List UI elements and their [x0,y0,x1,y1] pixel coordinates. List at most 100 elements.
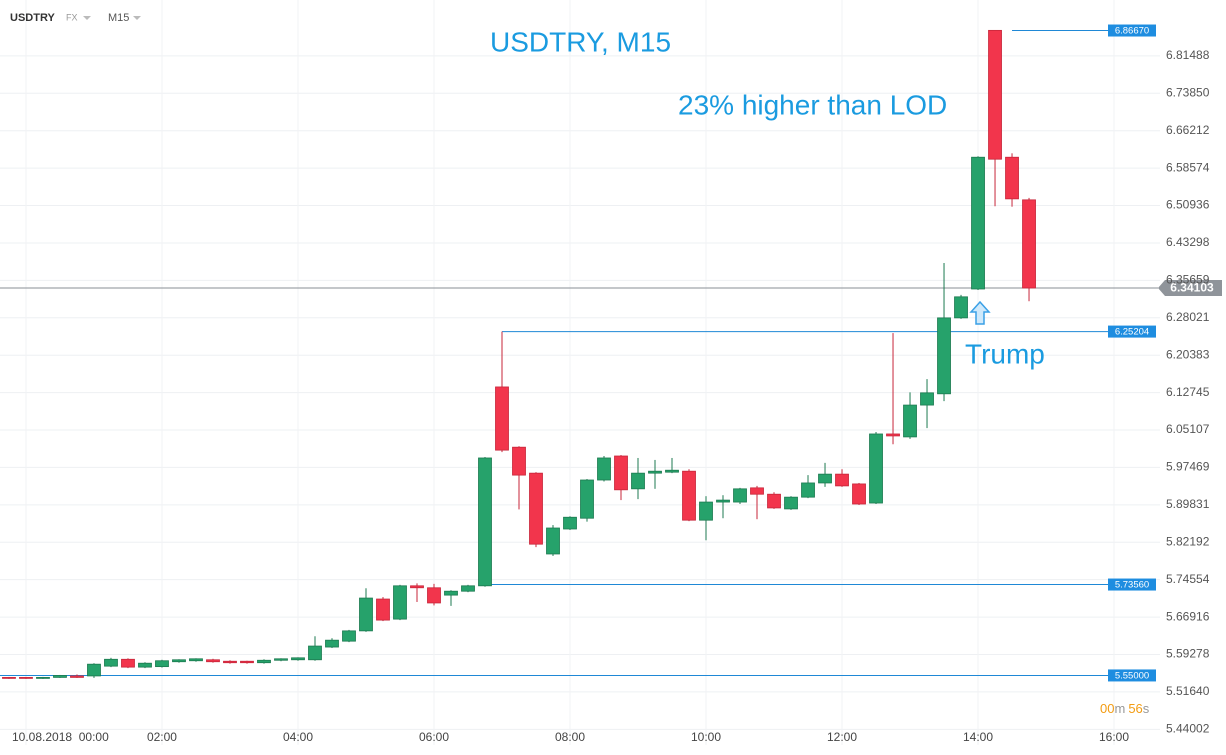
candle-body [291,657,305,661]
candle-body [784,496,798,510]
candle-body [308,645,322,661]
grid [0,0,1160,745]
candle-body [563,516,577,530]
candle-body [682,470,696,521]
y-tick-label: 6.66212 [1166,123,1210,137]
level-label-box [1108,24,1156,37]
candle-body [665,469,679,473]
y-tick-label: 5.89831 [1166,497,1210,511]
y-tick-label: 5.82192 [1166,534,1210,548]
candle-body [155,660,169,668]
countdown-unit: m [1114,701,1125,716]
candle-body [580,479,594,519]
x-tick-label: 12:00 [827,730,857,744]
y-tick-label: 6.28021 [1166,310,1210,324]
candle-body [444,590,458,596]
countdown-seconds: 56 [1128,701,1142,716]
annotation: Trump [965,338,1045,369]
candle-body [716,499,730,503]
annotation: 23% higher than LOD [678,89,947,120]
countdown: 00m 56s [1100,701,1150,716]
y-tick-label: 6.05107 [1166,422,1210,436]
candle-body [852,483,866,505]
y-tick-label: 6.20383 [1166,347,1210,361]
chart-title: USDTRY, M15 [490,26,671,57]
candle-body [274,658,288,661]
y-tick-label: 6.73850 [1166,85,1210,99]
candle-body [138,662,152,668]
candle-body [818,473,832,484]
x-tick-label: 10.08.2018 00:00 [12,730,109,744]
candle-body [410,585,424,589]
y-tick-label: 6.35659 [1166,273,1210,287]
dropdown-icon[interactable] [83,16,91,20]
x-tick-label: 14:00 [963,730,993,744]
candle-body [19,677,33,679]
candle-body [937,317,951,395]
current-price-label: 6.34103 [1170,281,1214,295]
axis: 6.81488 6.73850 6.66212 6.58574 6.50936 6.432… [12,48,1210,744]
market: FX [66,12,78,22]
candle-body [376,598,390,621]
dropdown-icon[interactable] [133,16,141,20]
candle-body [886,433,900,437]
timeframe[interactable]: M15 [108,12,129,24]
candle-body [869,433,883,504]
x-tick-label: 16:00 [1099,730,1129,744]
y-tick-label: 5.44002 [1166,721,1210,735]
candle-body [614,455,628,491]
candle-body [648,470,662,474]
candle-body [325,639,339,648]
levels: 6.86670 6.25204 5.73560 5.55000 6.34103 [0,24,1222,682]
x-tick-label: 02:00 [147,730,177,744]
candle-body [529,472,543,545]
candle-body [920,392,934,406]
countdown-minutes: 00 [1100,701,1114,716]
level-label: 6.86670 [1115,26,1149,37]
countdown-unit: s [1143,701,1150,716]
candle-body [835,473,849,487]
current-price-box [1158,279,1222,296]
candle-body [988,29,1002,160]
y-tick-label: 5.66916 [1166,609,1210,623]
candle-body [70,675,84,678]
candle-body [240,660,254,664]
candle-body [53,675,67,678]
level-label-box [1108,669,1156,682]
candle-body [597,457,611,481]
candle-body [767,493,781,509]
y-tick-label: 5.51640 [1166,684,1210,698]
candle-body [801,482,815,498]
y-tick-label: 5.74554 [1166,572,1210,586]
y-tick-label: 6.50936 [1166,198,1210,212]
candle-body [427,587,441,604]
candles [2,29,1036,679]
candle-body [223,660,237,664]
y-tick-label: 5.97469 [1166,460,1210,474]
y-tick-label: 6.43298 [1166,235,1210,249]
candle-body [699,501,713,521]
x-tick-label: 06:00 [419,730,449,744]
candle-body [971,156,985,290]
candle-body [954,296,968,319]
level-label: 6.25204 [1115,327,1149,338]
candle-body [733,488,747,503]
candle-body [87,663,101,677]
candle-body [750,487,764,495]
candle-body [1022,199,1036,289]
candle-body [189,658,203,662]
x-tick-label: 08:00 [555,730,585,744]
candle-body [546,527,560,555]
candle-body [478,457,492,587]
y-tick-label: 6.58574 [1166,160,1210,174]
y-tick-label: 6.81488 [1166,48,1210,62]
candle-body [206,659,220,663]
level-label-box [1108,325,1156,338]
candle-body [2,677,16,679]
arrow-icon [969,300,991,325]
symbol[interactable]: USDTRY [10,12,55,24]
level-label-box [1108,578,1156,591]
level-label: 5.73560 [1115,580,1149,591]
x-tick-label: 10:00 [691,730,721,744]
